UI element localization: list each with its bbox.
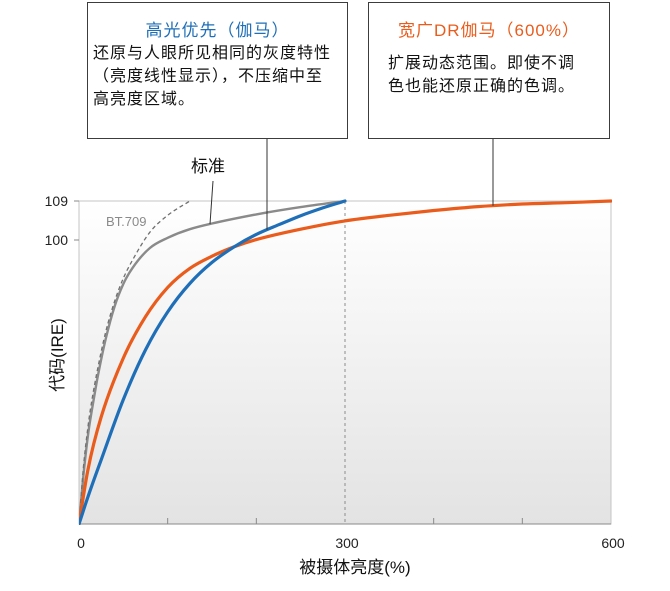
x-tick-label: 0 [77,535,85,551]
callout-highlight-gamma: 高光优先（伽马） 还原与人眼所见相同的灰度特性 （亮度线性显示），不压缩中至 高… [87,2,348,139]
y-tick-label: 100 [45,232,69,248]
series-line-bt709 [79,200,191,525]
series-line-standard [79,199,347,525]
callout-line: （亮度线性显示），不压缩中至 [93,68,324,85]
callout-body: 还原与人眼所见相同的灰度特性 （亮度线性显示），不压缩中至 高亮度区域。 [88,42,347,111]
callout-title: 高光优先（伽马） [145,21,290,40]
callout-line: 还原与人眼所见相同的灰度特性 [93,45,332,62]
series-line-highlight-gamma [79,199,347,525]
callout-title: 宽广DR伽马（600%） [397,21,581,40]
callout-line: 高亮度区域。 [93,91,196,108]
callout-line: 色也能还原正确的色调。 [388,78,576,95]
callout-body: 扩展动态范围。即使不调 色也能还原正确的色调。 [369,52,609,98]
plot-area [78,200,612,525]
x-tick-label: 600 [601,535,625,551]
y-tick-marks [74,200,79,241]
callout-wide-dr-gamma: 宽广DR伽马（600%） 扩展动态范围。即使不调 色也能还原正确的色调。 [368,2,610,139]
series-line-wide-dr-gamma [79,199,612,525]
leader-line-standard [209,180,214,225]
x-minor-ticks [167,518,523,524]
series-label-bt709: BT.709 [106,214,146,229]
x-axis-label: 被摄体亮度(%) [299,558,410,577]
y-tick-label: 109 [45,193,69,209]
callout-line: 扩展动态范围。即使不调 [388,55,576,72]
series-label-standard: 标准 [191,157,225,176]
x-tick-label: 300 [335,535,359,551]
y-axis-label: 代码(IRE) [48,318,67,392]
